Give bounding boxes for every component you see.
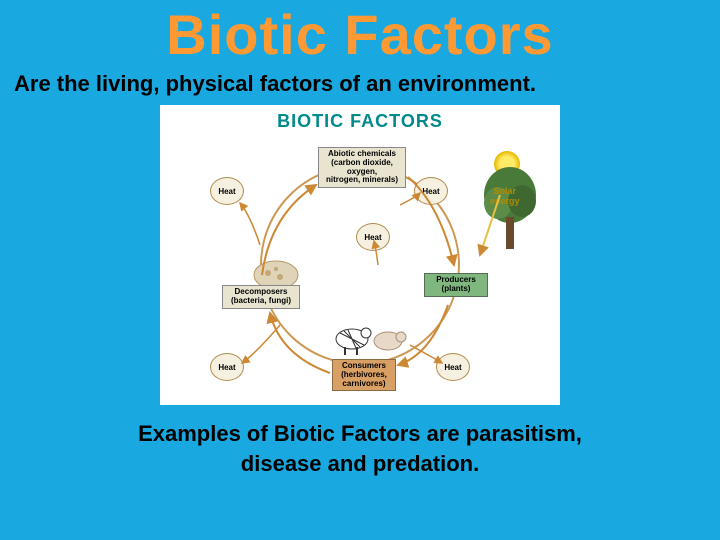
examples-line-2: disease and predation. bbox=[241, 451, 479, 476]
examples-line-1: Examples of Biotic Factors are parasitis… bbox=[138, 421, 582, 446]
slide-title: Biotic Factors bbox=[0, 0, 720, 67]
cycle-arrows bbox=[160, 105, 560, 405]
biotic-factors-diagram: BIOTIC FACTORS Solar energy bbox=[160, 105, 560, 405]
diagram-container: BIOTIC FACTORS Solar energy bbox=[0, 105, 720, 405]
examples-text: Examples of Biotic Factors are parasitis… bbox=[0, 405, 720, 478]
slide-subtitle: Are the living, physical factors of an e… bbox=[0, 67, 720, 105]
